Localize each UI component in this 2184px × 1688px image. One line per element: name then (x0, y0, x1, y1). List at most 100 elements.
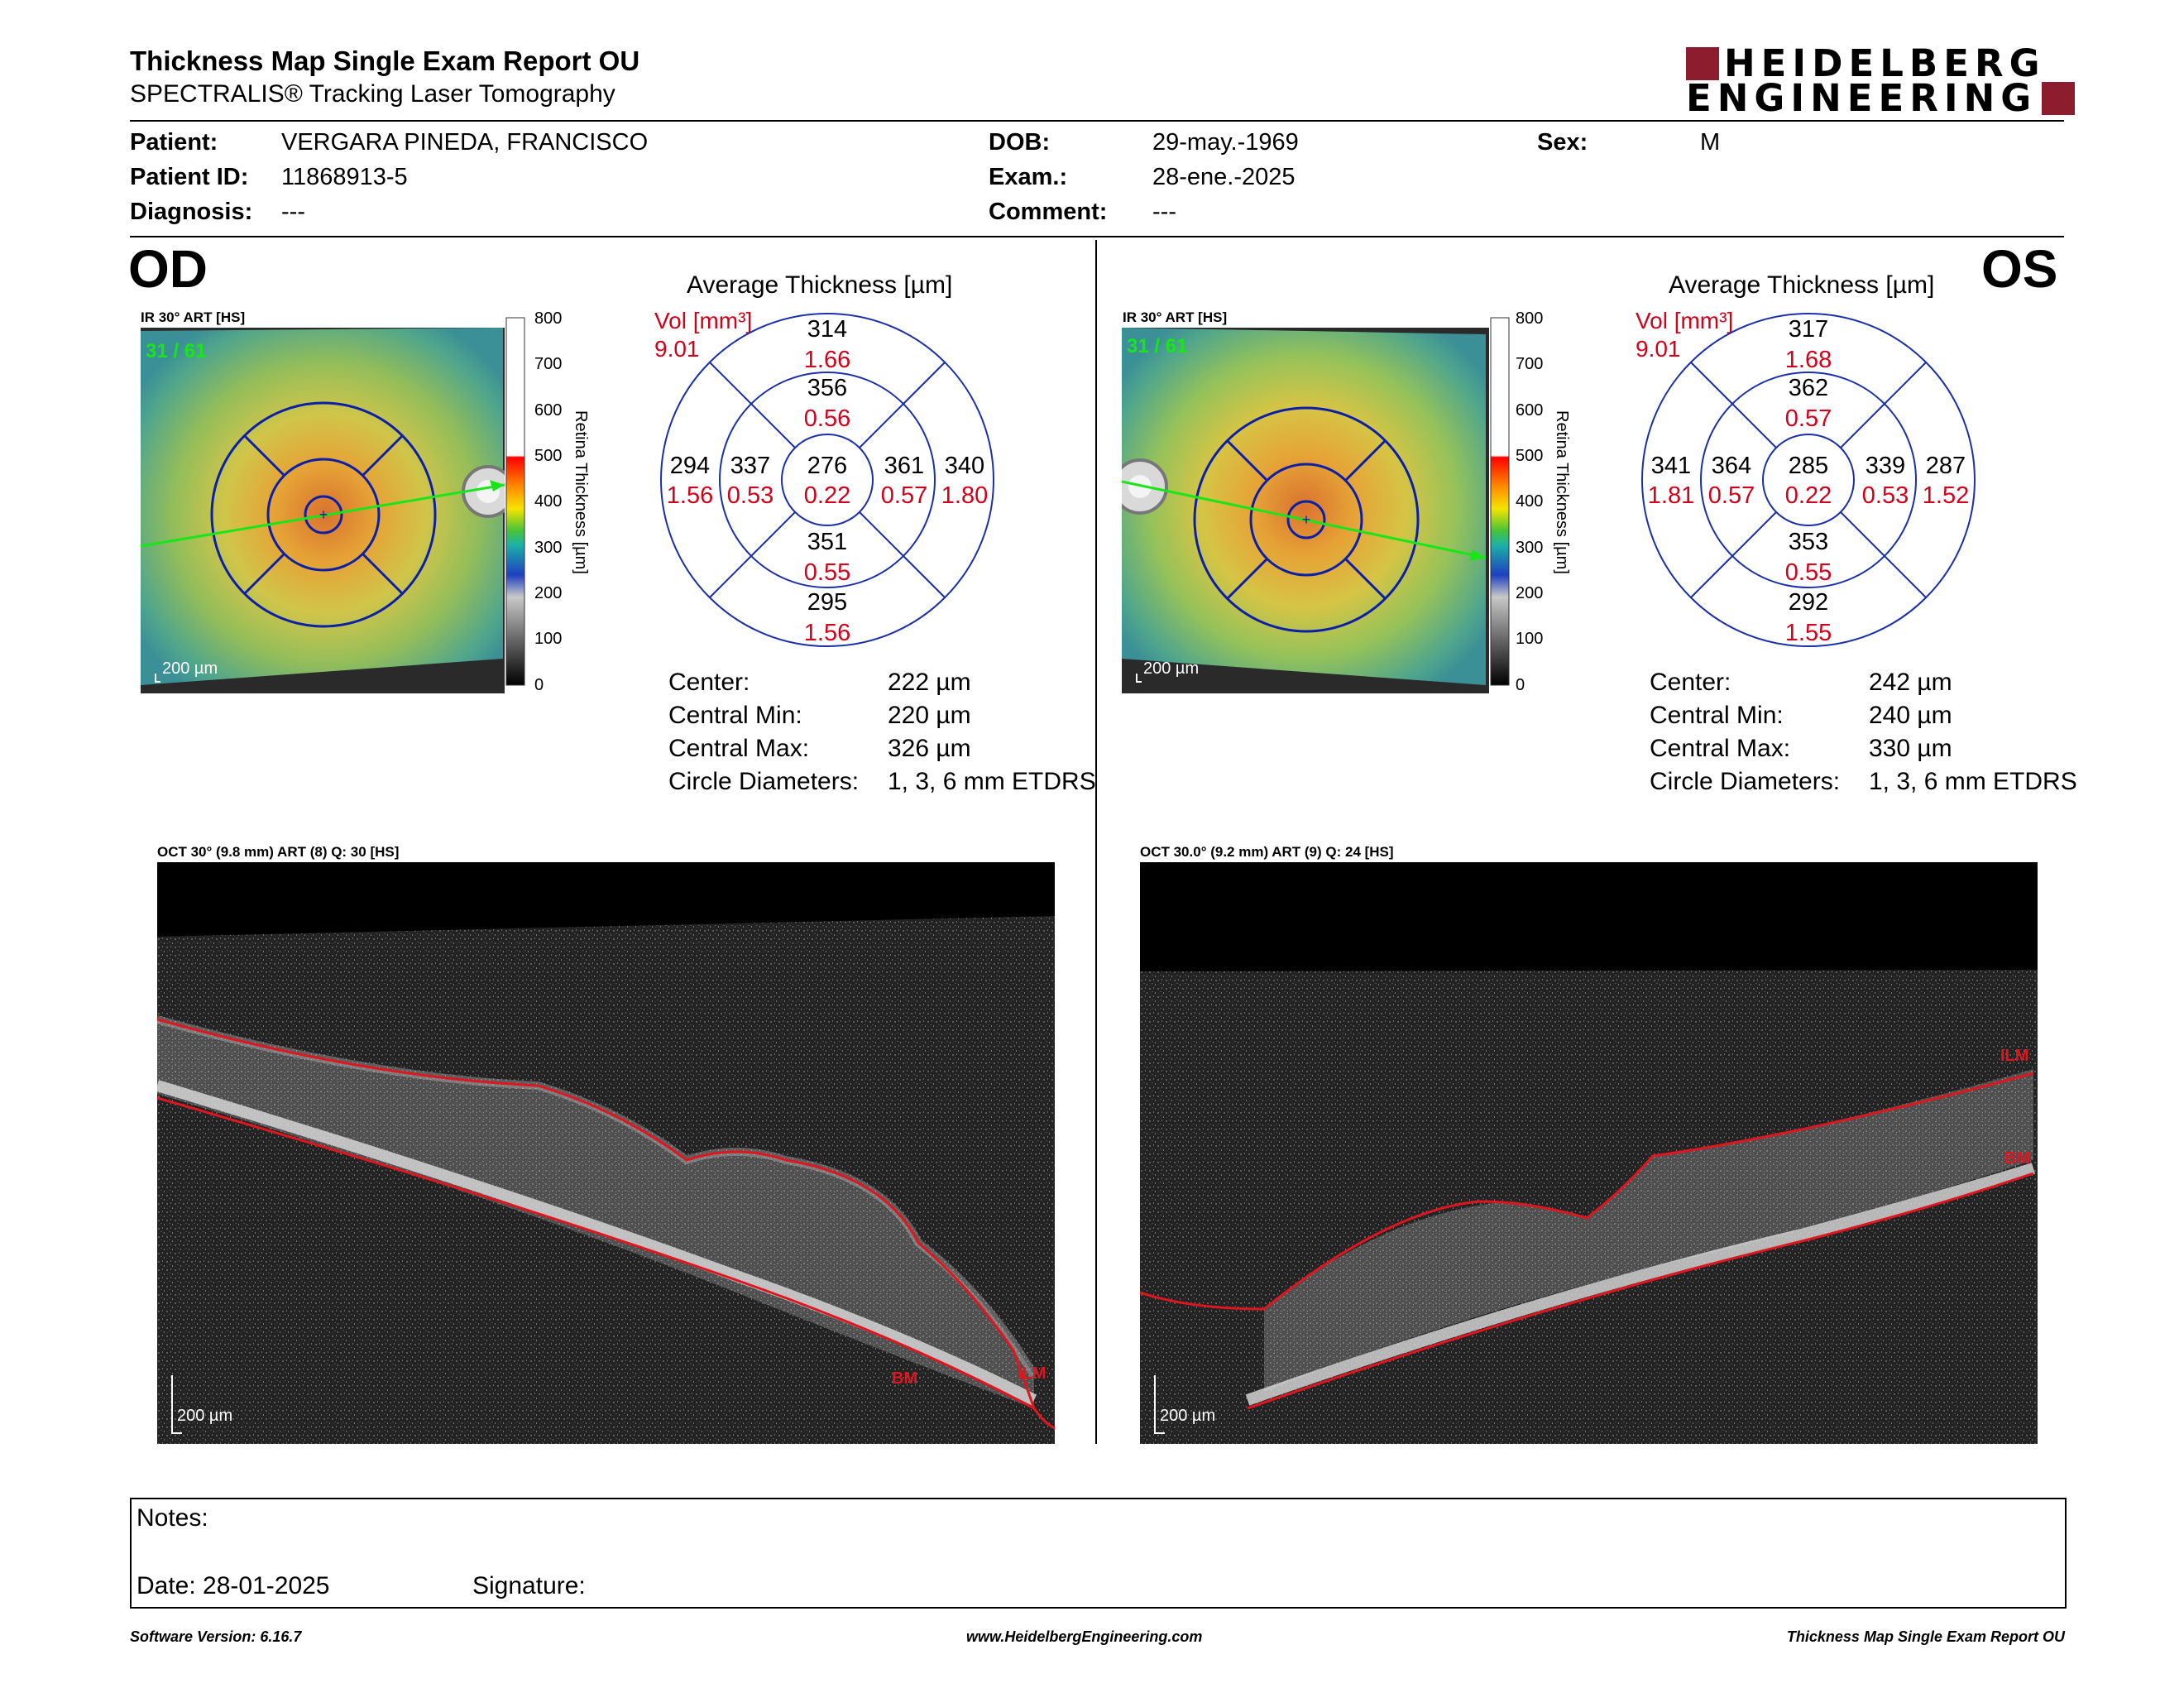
os-oct-label: OCT 30.0° (9.2 mm) ART (9) Q: 24 [HS] (1140, 844, 1394, 860)
logo-line2: ENGINEERING (1686, 76, 2038, 120)
svg-text:500: 500 (534, 447, 562, 465)
svg-text:600: 600 (1516, 401, 1543, 420)
os-vol-label: Vol [mm³] (1636, 308, 1734, 333)
od-vol-label: Vol [mm³] (654, 308, 753, 333)
od-oct-scale: 200 µm (177, 1407, 232, 1425)
od-outer-bottom-volume: 1.56 (804, 620, 850, 646)
od-center-thickness: 276 (807, 453, 847, 479)
logo-heidelberg: HEIDELBERG (1686, 41, 2046, 85)
svg-text:800: 800 (534, 311, 562, 328)
od-inner-top-thickness: 356 (807, 375, 847, 401)
comment-value: --- (1152, 199, 1176, 225)
logo-engineering: ENGINEERING (1686, 76, 2076, 120)
os-etdrs-grid: 317 1.68 362 0.57 341 1.81 364 0.57 285 … (1641, 313, 1976, 647)
od-colorbar: 800 700 600 500 400 300 200 100 0 Retina… (505, 311, 590, 694)
footer-report-name: Thickness Map Single Exam Report OU (1786, 1628, 2065, 1645)
logo-line1: HEIDELBERG (1724, 41, 2046, 85)
od-ilm-label: ILM (1018, 1364, 1046, 1383)
od-circle-diam-value: 1, 3, 6 mm ETDRS (888, 768, 1096, 795)
od-outer-left-thickness: 294 (670, 453, 710, 479)
os-ir-label: IR 30° ART [HS] (1123, 309, 1228, 325)
os-inner-left-volume: 0.57 (1708, 482, 1755, 509)
date-label: Date: 28-01-2025 (136, 1572, 330, 1599)
patient-id-value: 11868913-5 (281, 164, 408, 190)
os-central-max-label: Central Max: (1650, 735, 1791, 762)
os-oct-bscan: ILM BM 200 µm (1140, 862, 2038, 1444)
sex-label: Sex: (1537, 129, 1588, 156)
svg-text:800: 800 (1516, 311, 1543, 328)
od-fundus-scale: 200 µm (162, 659, 218, 678)
os-center-value: 242 µm (1869, 669, 1952, 696)
svg-text:200: 200 (1516, 584, 1543, 602)
os-inner-right-volume: 0.53 (1862, 482, 1909, 509)
os-outer-bottom-volume: 1.55 (1785, 620, 1832, 646)
od-oct-label: OCT 30° (9.8 mm) ART (8) Q: 30 [HS] (157, 844, 400, 860)
comment-label: Comment: (989, 199, 1108, 225)
od-inner-right-thickness: 361 (884, 453, 924, 479)
svg-text:100: 100 (534, 630, 562, 648)
svg-text:+: + (1302, 511, 1311, 528)
od-frame-counter: 31 / 61 (146, 340, 206, 362)
os-outer-top-volume: 1.68 (1785, 347, 1832, 373)
os-central-max-value: 330 µm (1869, 735, 1952, 762)
od-bm-label: BM (892, 1369, 917, 1388)
os-center-thickness: 285 (1789, 453, 1828, 479)
diagnosis-value: --- (281, 199, 305, 225)
os-inner-top-thickness: 362 (1789, 375, 1828, 401)
od-vol-value: 9.01 (654, 336, 700, 362)
od-inner-bottom-volume: 0.55 (804, 559, 850, 586)
svg-text:+: + (319, 506, 328, 523)
dob-label: DOB: (989, 129, 1051, 156)
patient-id-label: Patient ID: (130, 164, 249, 190)
od-avg-title: Average Thickness [µm] (687, 271, 953, 299)
os-circle-diam-label: Circle Diameters: (1650, 768, 1841, 795)
svg-text:200: 200 (534, 584, 562, 602)
patient-rule (130, 236, 2064, 237)
svg-text:300: 300 (1516, 539, 1543, 557)
notes-label: Notes: (136, 1504, 208, 1532)
os-fundus-scale: 200 µm (1143, 659, 1199, 678)
os-inner-right-thickness: 339 (1866, 453, 1905, 479)
os-colorbar: 800 700 600 500 400 300 200 100 0 Retina… (1490, 311, 1571, 694)
od-colorbar-label: Retina Thickness [µm] (572, 410, 590, 574)
od-ir-label: IR 30° ART [HS] (141, 309, 246, 325)
os-colorbar-label: Retina Thickness [µm] (1553, 410, 1571, 574)
os-ilm-label: ILM (2000, 1047, 2028, 1065)
svg-text:0: 0 (534, 676, 544, 694)
os-outer-left-volume: 1.81 (1648, 482, 1694, 509)
od-inner-right-volume: 0.57 (881, 482, 927, 509)
os-inner-top-volume: 0.57 (1785, 405, 1832, 432)
svg-text:400: 400 (1516, 492, 1543, 511)
footer-website-link[interactable]: www.HeidelbergEngineering.com (966, 1628, 1203, 1645)
os-bm-label: BM (2004, 1149, 2030, 1168)
os-inner-bottom-thickness: 353 (1789, 529, 1828, 555)
notes-box[interactable]: Notes: Date: 28-01-2025 Signature: (130, 1498, 2067, 1609)
svg-text:300: 300 (534, 539, 562, 557)
exam-value: 28-ene.-2025 (1152, 164, 1296, 190)
svg-text:100: 100 (1516, 630, 1543, 648)
od-central-min-label: Central Min: (668, 702, 802, 729)
report-title: Thickness Map Single Exam Report OU (130, 46, 640, 76)
os-vol-value: 9.01 (1636, 336, 1681, 362)
os-outer-bottom-thickness: 292 (1789, 589, 1828, 616)
od-inner-top-volume: 0.56 (804, 405, 850, 432)
svg-text:400: 400 (534, 492, 562, 511)
od-outer-top-volume: 1.66 (804, 347, 850, 373)
os-center-volume: 0.22 (1785, 482, 1832, 509)
od-central-min-value: 220 µm (888, 702, 971, 729)
os-inner-bottom-volume: 0.55 (1785, 559, 1832, 586)
os-central-min-label: Central Min: (1650, 702, 1784, 729)
os-circle-diam-value: 1, 3, 6 mm ETDRS (1869, 768, 2077, 795)
signature-label: Signature: (472, 1572, 586, 1599)
svg-text:700: 700 (1516, 355, 1543, 373)
patient-value: VERGARA PINEDA, FRANCISCO (281, 129, 649, 156)
od-outer-bottom-thickness: 295 (807, 589, 847, 616)
report-subtitle: SPECTRALIS® Tracking Laser Tomography (130, 80, 615, 108)
od-outer-top-thickness: 314 (807, 316, 847, 343)
od-central-max-value: 326 µm (888, 735, 971, 762)
od-center-value: 222 µm (888, 669, 971, 696)
eye-divider (1095, 240, 1097, 1444)
os-avg-title: Average Thickness [µm] (1669, 271, 1935, 299)
os-outer-right-volume: 1.52 (1923, 482, 1969, 509)
od-inner-left-volume: 0.53 (727, 482, 774, 509)
